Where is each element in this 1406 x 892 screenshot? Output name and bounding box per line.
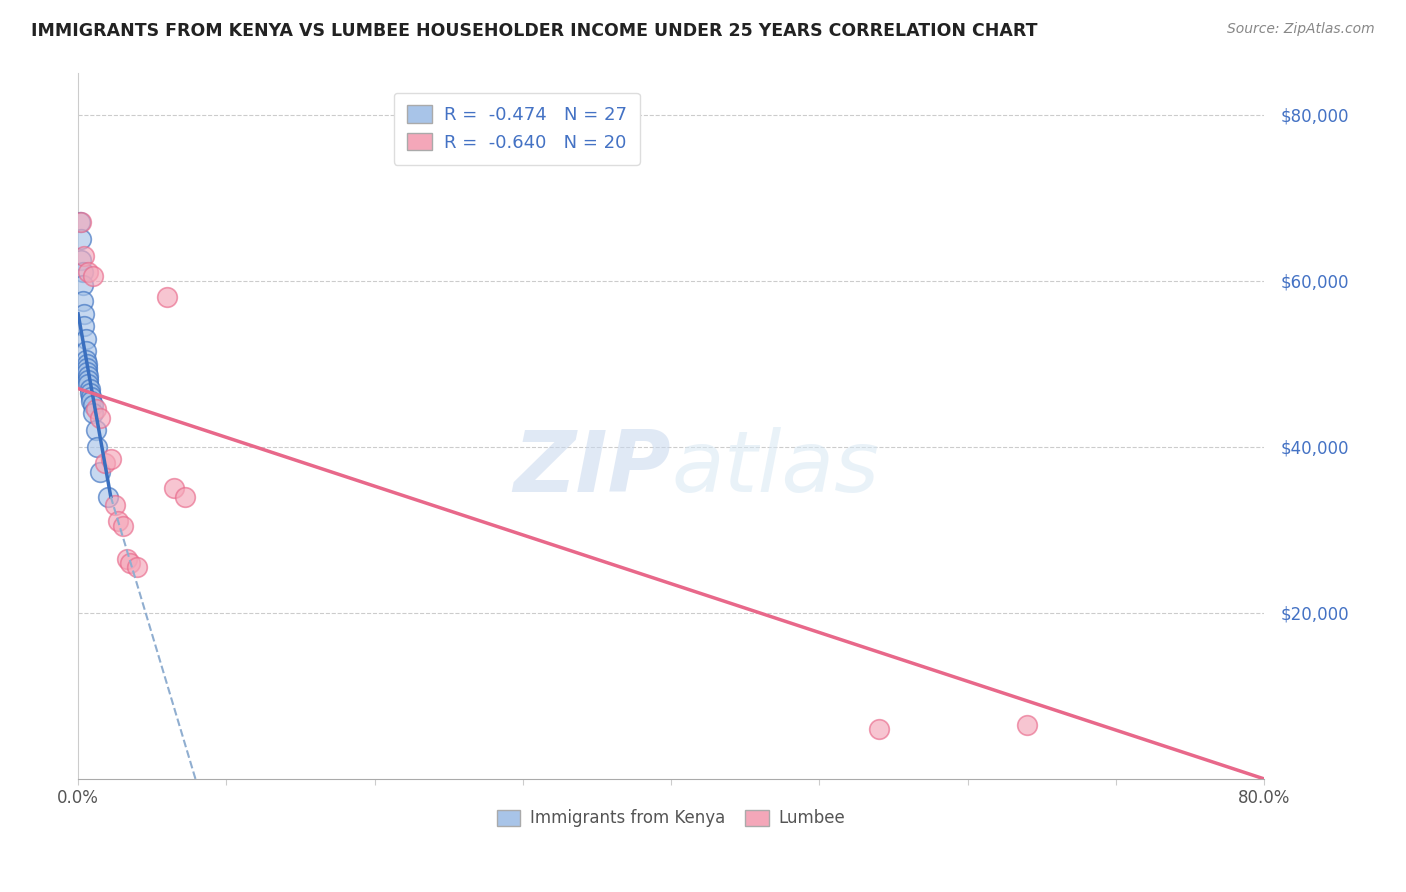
Point bbox=[82, 269, 104, 284]
Point bbox=[79, 382, 101, 396]
Point bbox=[163, 481, 186, 495]
Point bbox=[70, 252, 93, 267]
Text: ZIP: ZIP bbox=[513, 426, 671, 510]
Point bbox=[77, 265, 100, 279]
Point bbox=[76, 365, 98, 379]
Point bbox=[156, 290, 179, 304]
Point bbox=[70, 232, 93, 246]
Point bbox=[77, 369, 100, 384]
Point bbox=[76, 360, 98, 375]
Point bbox=[118, 556, 141, 570]
Point bbox=[84, 402, 107, 417]
Point bbox=[75, 344, 97, 359]
Point bbox=[115, 551, 138, 566]
Point bbox=[72, 265, 94, 279]
Point bbox=[127, 560, 149, 574]
Point bbox=[97, 490, 120, 504]
Point bbox=[89, 410, 111, 425]
Point bbox=[86, 440, 108, 454]
Point bbox=[77, 373, 100, 387]
Point bbox=[73, 249, 96, 263]
Point bbox=[82, 407, 104, 421]
Text: Source: ZipAtlas.com: Source: ZipAtlas.com bbox=[1227, 22, 1375, 37]
Point bbox=[173, 490, 195, 504]
Point bbox=[70, 215, 93, 229]
Point bbox=[100, 452, 122, 467]
Point bbox=[104, 498, 127, 512]
Point bbox=[75, 332, 97, 346]
Point bbox=[94, 456, 117, 470]
Point bbox=[1015, 718, 1038, 732]
Point bbox=[69, 215, 91, 229]
Point bbox=[111, 518, 134, 533]
Point bbox=[80, 394, 103, 409]
Text: IMMIGRANTS FROM KENYA VS LUMBEE HOUSEHOLDER INCOME UNDER 25 YEARS CORRELATION CH: IMMIGRANTS FROM KENYA VS LUMBEE HOUSEHOL… bbox=[31, 22, 1038, 40]
Point bbox=[79, 385, 101, 400]
Point bbox=[84, 423, 107, 437]
Point bbox=[73, 319, 96, 334]
Point bbox=[82, 398, 104, 412]
Point bbox=[89, 465, 111, 479]
Legend: Immigrants from Kenya, Lumbee: Immigrants from Kenya, Lumbee bbox=[491, 803, 852, 834]
Point bbox=[80, 390, 103, 404]
Point bbox=[77, 377, 100, 392]
Point bbox=[107, 515, 129, 529]
Point bbox=[868, 722, 890, 736]
Point bbox=[72, 277, 94, 292]
Point bbox=[73, 307, 96, 321]
Point bbox=[75, 352, 97, 367]
Point bbox=[76, 357, 98, 371]
Point bbox=[72, 294, 94, 309]
Text: atlas: atlas bbox=[671, 426, 879, 510]
